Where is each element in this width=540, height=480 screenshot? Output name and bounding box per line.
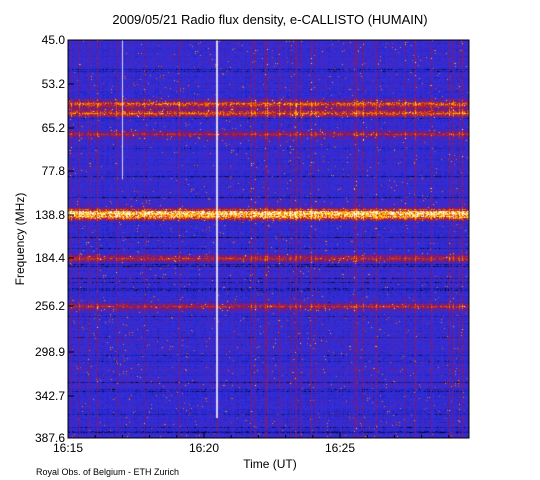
y-tick-label: 77.8 xyxy=(42,164,66,178)
credit-text: Royal Obs. of Belgium - ETH Zurich xyxy=(36,467,180,477)
y-tick-label: 45.0 xyxy=(42,33,66,47)
chart-title: 2009/05/21 Radio flux density, e-CALLIST… xyxy=(112,12,428,27)
spectrogram-heatmap xyxy=(68,40,469,438)
y-tick-label: 256.2 xyxy=(35,299,65,313)
y-tick-label: 53.2 xyxy=(42,77,66,91)
y-tick-label: 342.7 xyxy=(35,389,65,403)
y-tick-label: 184.4 xyxy=(35,251,65,265)
x-tick-label: 16:15 xyxy=(53,441,83,455)
y-tick-label: 138.8 xyxy=(35,208,65,222)
x-tick-label: 16:25 xyxy=(325,441,355,455)
x-tick-label: 16:20 xyxy=(189,441,219,455)
x-axis-label: Time (UT) xyxy=(243,457,297,471)
y-tick-label: 298.9 xyxy=(35,345,65,359)
y-tick-label: 387.6 xyxy=(35,431,65,445)
y-tick-label: 65.2 xyxy=(42,121,66,135)
y-axis-label: Frequency (MHz) xyxy=(13,193,27,286)
plot-area xyxy=(68,40,469,438)
